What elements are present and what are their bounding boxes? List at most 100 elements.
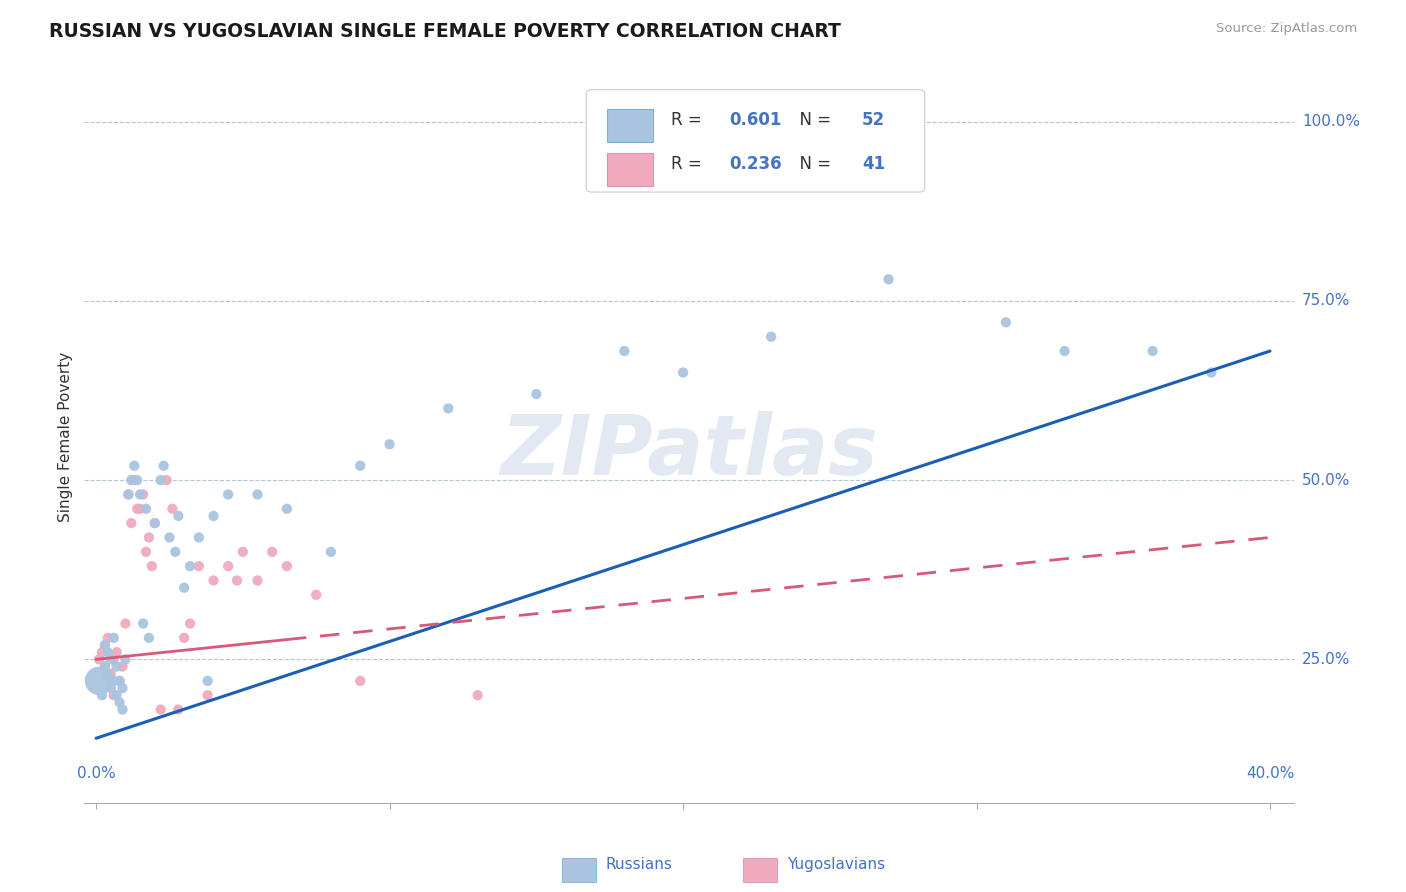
Point bbox=[97, 666, 120, 681]
Point bbox=[155, 473, 177, 487]
FancyBboxPatch shape bbox=[607, 109, 652, 142]
Point bbox=[127, 501, 149, 516]
Point bbox=[103, 673, 125, 688]
Point bbox=[117, 487, 139, 501]
Point bbox=[127, 473, 149, 487]
Text: 100.0%: 100.0% bbox=[1302, 114, 1360, 129]
Point bbox=[94, 659, 117, 673]
Point bbox=[217, 559, 239, 574]
Point bbox=[1053, 344, 1076, 359]
Point bbox=[108, 673, 131, 688]
Point bbox=[167, 508, 190, 523]
Point bbox=[437, 401, 460, 416]
Point bbox=[138, 531, 160, 545]
Point bbox=[467, 688, 489, 702]
Point bbox=[613, 344, 636, 359]
Text: Source: ZipAtlas.com: Source: ZipAtlas.com bbox=[1216, 22, 1357, 36]
Text: Russians: Russians bbox=[606, 856, 672, 871]
Point bbox=[105, 645, 128, 659]
Point bbox=[122, 458, 145, 473]
FancyBboxPatch shape bbox=[562, 858, 596, 882]
Point bbox=[246, 574, 269, 588]
Text: R =: R = bbox=[671, 155, 707, 173]
Point bbox=[122, 473, 145, 487]
Point bbox=[103, 688, 125, 702]
Point bbox=[111, 702, 134, 716]
Point bbox=[143, 516, 166, 530]
Point bbox=[232, 545, 254, 559]
Text: 41: 41 bbox=[862, 155, 884, 173]
Point bbox=[97, 645, 120, 659]
Point bbox=[179, 616, 201, 631]
Point bbox=[91, 645, 114, 659]
Point bbox=[994, 315, 1017, 329]
Point bbox=[143, 516, 166, 530]
Text: Yugoslavians: Yugoslavians bbox=[787, 856, 884, 871]
Point bbox=[132, 487, 155, 501]
Point bbox=[152, 458, 174, 473]
Point bbox=[165, 545, 187, 559]
Point bbox=[100, 673, 122, 688]
Point bbox=[187, 559, 209, 574]
Text: 75.0%: 75.0% bbox=[1302, 293, 1350, 309]
Point bbox=[120, 516, 142, 530]
Point bbox=[226, 574, 249, 588]
Point bbox=[173, 631, 195, 645]
Point bbox=[100, 652, 122, 666]
Point bbox=[108, 695, 131, 709]
Point bbox=[114, 616, 136, 631]
Point bbox=[87, 652, 110, 666]
Point bbox=[114, 652, 136, 666]
Point bbox=[202, 508, 225, 523]
Text: 0.601: 0.601 bbox=[728, 112, 782, 129]
Text: 0.236: 0.236 bbox=[728, 155, 782, 173]
Text: 0.0%: 0.0% bbox=[77, 766, 115, 781]
Text: 52: 52 bbox=[862, 112, 884, 129]
Text: ZIPatlas: ZIPatlas bbox=[501, 411, 877, 492]
Point bbox=[1142, 344, 1164, 359]
Point bbox=[759, 329, 782, 343]
Point bbox=[276, 501, 298, 516]
Point bbox=[162, 501, 184, 516]
Point bbox=[117, 487, 139, 501]
Point bbox=[187, 531, 209, 545]
Point bbox=[97, 631, 120, 645]
Point bbox=[132, 616, 155, 631]
Point bbox=[105, 688, 128, 702]
Point bbox=[94, 638, 117, 652]
Point bbox=[173, 581, 195, 595]
Point bbox=[197, 673, 219, 688]
FancyBboxPatch shape bbox=[607, 153, 652, 186]
Point bbox=[129, 501, 152, 516]
Point bbox=[149, 473, 172, 487]
Y-axis label: Single Female Poverty: Single Female Poverty bbox=[58, 352, 73, 522]
Point bbox=[672, 366, 695, 380]
Point bbox=[305, 588, 328, 602]
Point bbox=[94, 659, 117, 673]
Point bbox=[202, 574, 225, 588]
Point bbox=[120, 473, 142, 487]
Point bbox=[197, 688, 219, 702]
Point bbox=[103, 652, 125, 666]
Text: R =: R = bbox=[671, 112, 707, 129]
Point bbox=[100, 681, 122, 695]
Point bbox=[378, 437, 401, 451]
FancyBboxPatch shape bbox=[586, 90, 925, 192]
Point bbox=[105, 659, 128, 673]
Point bbox=[91, 688, 114, 702]
Text: 50.0%: 50.0% bbox=[1302, 473, 1350, 488]
Point bbox=[159, 531, 181, 545]
Point bbox=[167, 702, 190, 716]
Point bbox=[524, 387, 547, 401]
Point bbox=[276, 559, 298, 574]
Point bbox=[349, 458, 371, 473]
Point bbox=[1201, 366, 1223, 380]
Point bbox=[217, 487, 239, 501]
Point bbox=[179, 559, 201, 574]
Point bbox=[149, 702, 172, 716]
Point bbox=[87, 673, 110, 688]
Point bbox=[138, 631, 160, 645]
Point bbox=[103, 631, 125, 645]
Text: RUSSIAN VS YUGOSLAVIAN SINGLE FEMALE POVERTY CORRELATION CHART: RUSSIAN VS YUGOSLAVIAN SINGLE FEMALE POV… bbox=[49, 22, 841, 41]
Text: 25.0%: 25.0% bbox=[1302, 652, 1350, 667]
